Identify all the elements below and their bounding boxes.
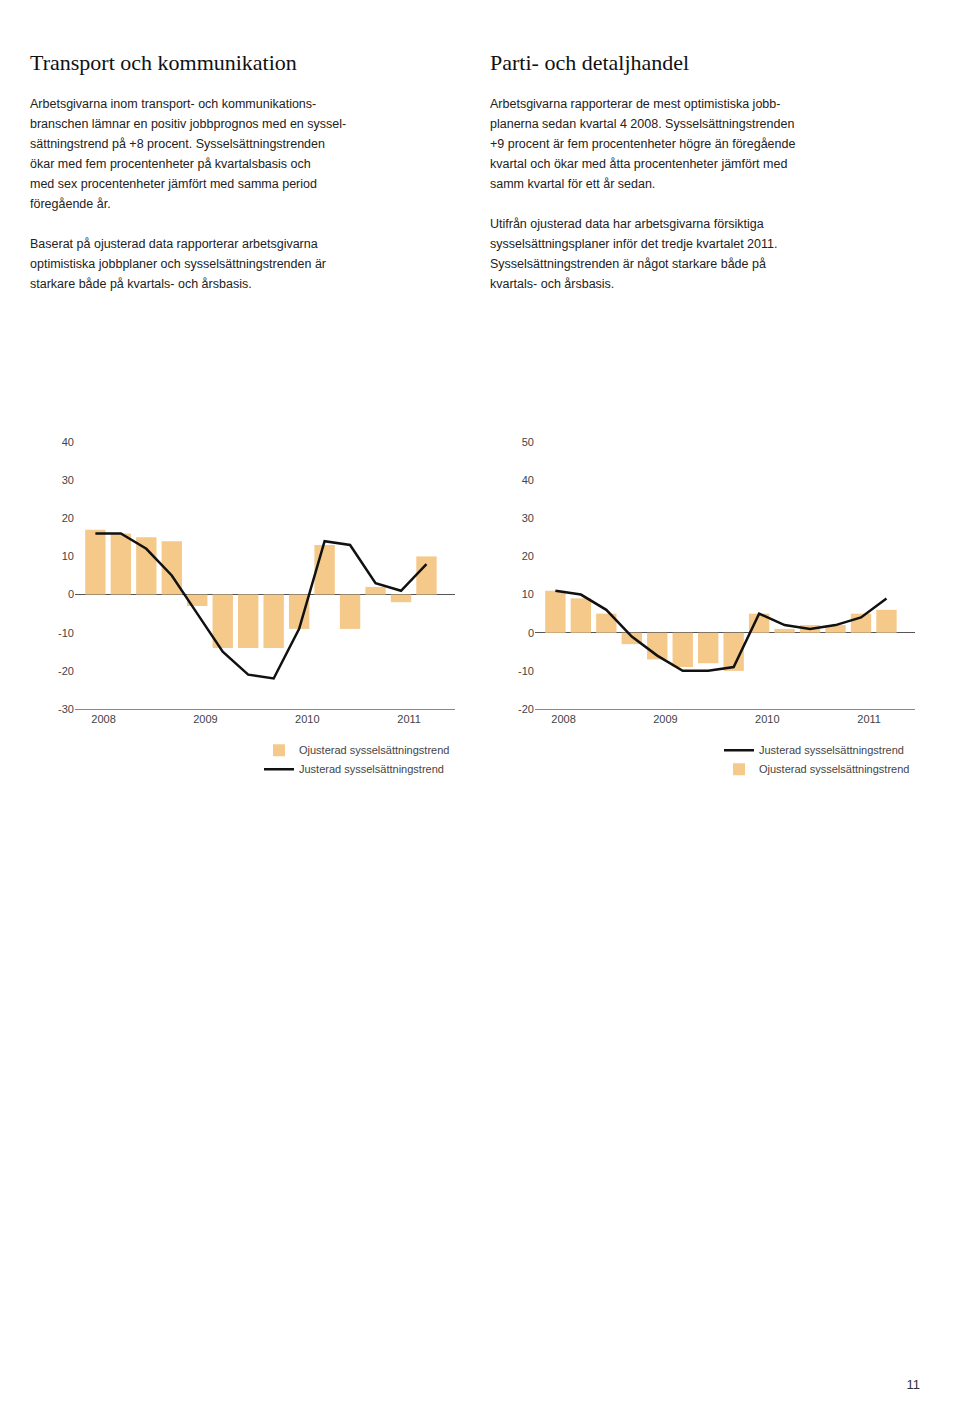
svg-text:-10: -10 — [518, 665, 534, 677]
svg-text:-10: -10 — [58, 627, 74, 639]
svg-text:40: 40 — [522, 474, 534, 486]
html-text:11: 11 — [906, 1377, 920, 1392]
svg-text:0: 0 — [528, 627, 534, 639]
svg-text:2009: 2009 — [193, 713, 217, 725]
svg-text:10: 10 — [522, 588, 534, 600]
svg-text:20: 20 — [522, 550, 534, 562]
svg-text:30: 30 — [62, 474, 74, 486]
svg-text:Justerad sysselsättningstrend: Justerad sysselsättningstrend — [299, 763, 444, 775]
svg-text:0: 0 — [68, 588, 74, 600]
svg-text:50: 50 — [522, 436, 534, 448]
svg-text:2011: 2011 — [857, 713, 881, 725]
html-text:Transport och kommunikation: Transport och kommunikation — [30, 50, 297, 75]
svg-text:2010: 2010 — [755, 713, 779, 725]
svg-text:Ojusterad sysselsättningstrend: Ojusterad sysselsättningstrend — [759, 763, 909, 775]
svg-text:2010: 2010 — [295, 713, 319, 725]
svg-text:40: 40 — [62, 436, 74, 448]
html-text:Parti- och detaljhandel: Parti- och detaljhandel — [490, 50, 690, 75]
svg-text:10: 10 — [62, 550, 74, 562]
svg-text:2011: 2011 — [397, 713, 421, 725]
svg-text:2008: 2008 — [551, 713, 575, 725]
svg-text:20: 20 — [62, 512, 74, 524]
svg-text:-20: -20 — [58, 665, 74, 677]
svg-text:-20: -20 — [518, 703, 534, 715]
svg-text:-30: -30 — [58, 703, 74, 715]
svg-text:Ojusterad sysselsättningstrend: Ojusterad sysselsättningstrend — [299, 744, 449, 756]
html-text:Arbetsgivarna inom transport-: Arbetsgivarna inom transport- och kommun… — [30, 97, 347, 291]
svg-text:Justerad sysselsättningstrend: Justerad sysselsättningstrend — [759, 744, 904, 756]
html-text:Arbetsgivarna rapporterar de m: Arbetsgivarna rapporterar de mest optimi… — [490, 97, 796, 291]
svg-text:30: 30 — [522, 512, 534, 524]
svg-text:2009: 2009 — [653, 713, 677, 725]
svg-text:2008: 2008 — [91, 713, 115, 725]
